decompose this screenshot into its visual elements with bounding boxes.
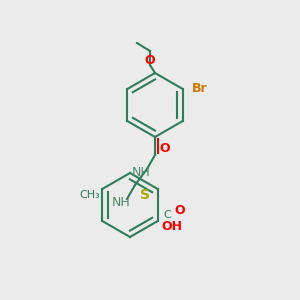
Text: S: S: [140, 188, 150, 202]
Text: O: O: [175, 203, 185, 217]
Text: CH₃: CH₃: [80, 190, 100, 200]
Text: O: O: [145, 55, 155, 68]
Text: NH: NH: [132, 166, 150, 178]
Text: O: O: [160, 142, 170, 155]
Text: OH: OH: [161, 220, 182, 233]
Text: NH: NH: [112, 196, 130, 209]
Text: C: C: [163, 210, 171, 220]
Text: Br: Br: [192, 82, 208, 95]
